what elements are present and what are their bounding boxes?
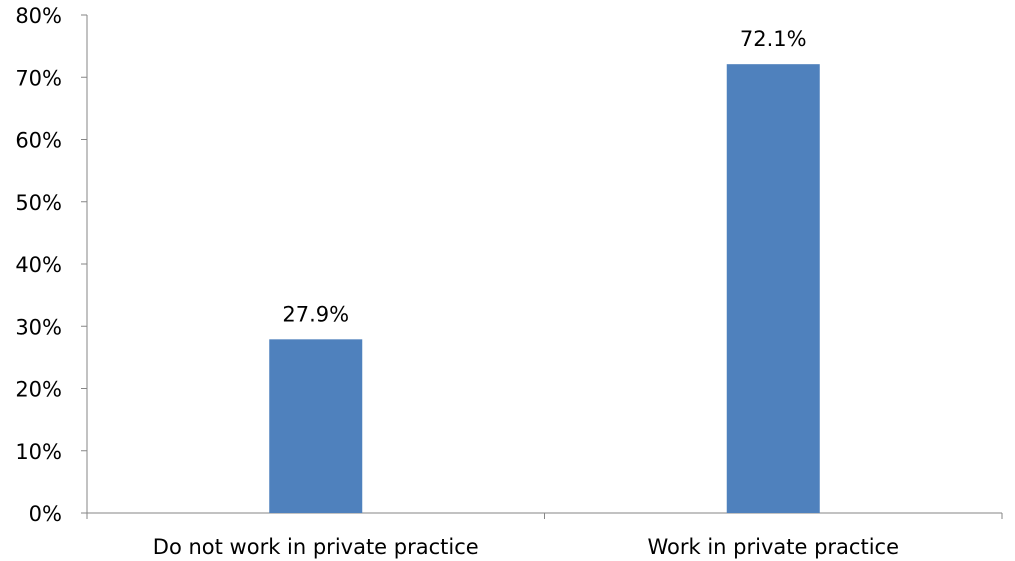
data-label: 72.1% xyxy=(740,27,807,51)
x-tick-label: Work in private practice xyxy=(647,535,899,559)
y-tick-label: 30% xyxy=(15,315,62,339)
y-tick-label: 0% xyxy=(29,502,62,526)
data-label: 27.9% xyxy=(282,302,349,326)
y-tick-label: 20% xyxy=(15,378,62,402)
y-tick-label: 60% xyxy=(15,129,62,153)
y-tick-label: 70% xyxy=(15,66,62,90)
y-tick-label: 80% xyxy=(15,4,62,28)
bar xyxy=(726,64,820,514)
bars xyxy=(269,64,820,514)
y-tick-label: 40% xyxy=(15,253,62,277)
y-tick-label: 50% xyxy=(15,191,62,215)
axes xyxy=(81,14,1003,519)
y-tick-label: 10% xyxy=(15,440,62,464)
x-tick-label: Do not work in private practice xyxy=(153,535,479,559)
bar xyxy=(269,339,363,513)
labels: 0% 10% 20% 30% 40% 50% 60% 70% 80% 27.9% Do not wo… xyxy=(15,4,899,559)
